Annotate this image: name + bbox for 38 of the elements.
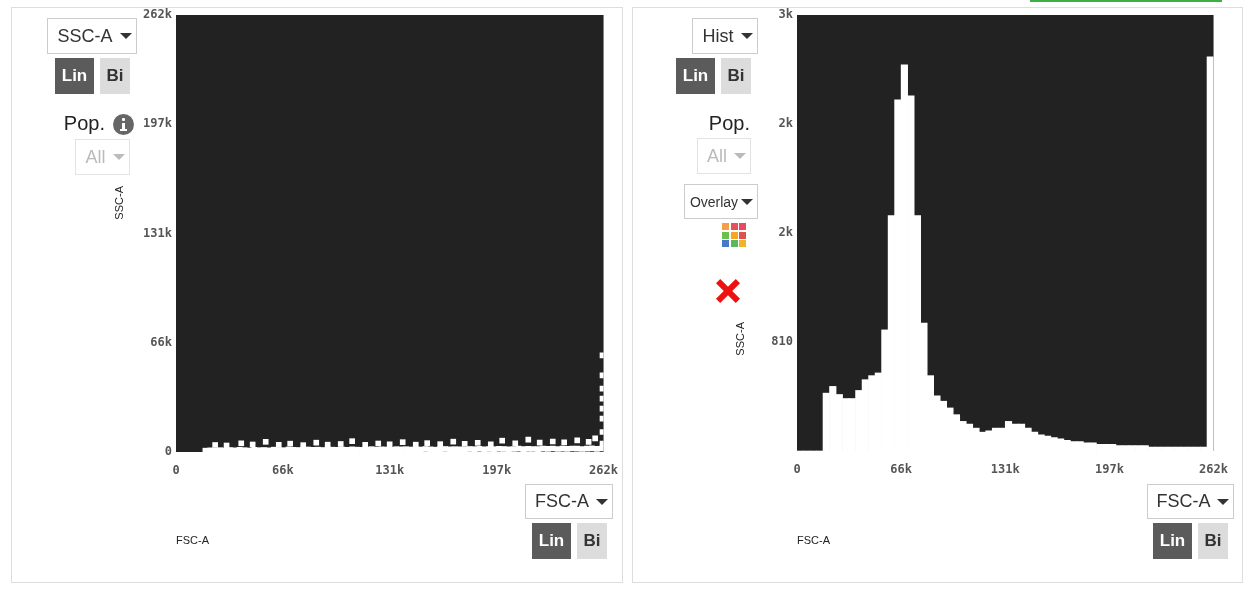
toggle-button: Bi xyxy=(1198,523,1228,559)
y-tick-label: 66k xyxy=(150,334,173,349)
toggle-button: Lin xyxy=(55,58,94,94)
y-tick-label: 131k xyxy=(143,225,173,240)
dropdown: Hist xyxy=(692,18,758,54)
y-tick-label: 0 xyxy=(164,444,172,459)
y-tick-label: 262k xyxy=(143,7,173,22)
toggle-button: Bi xyxy=(721,58,751,94)
y-tick-label: 2k xyxy=(778,225,794,240)
toggle-button: Bi xyxy=(577,523,607,559)
x-tick-label: 262k xyxy=(589,463,619,478)
dropdown: SSC-A xyxy=(47,18,137,54)
toggle-button: Lin xyxy=(1153,523,1192,559)
toggle-button: Bi xyxy=(100,58,130,94)
dropdown: FSC-A xyxy=(1147,484,1234,519)
text: Pop. xyxy=(63,111,105,135)
dropdown: Overlay xyxy=(684,184,758,219)
x-axis-title: FSC-A xyxy=(176,534,209,547)
y-tick-label: 810 xyxy=(771,334,793,349)
x-axis-title: FSC-A xyxy=(797,534,830,547)
x-tick-label: 66k xyxy=(272,463,295,478)
y-axis-title: SSC-A xyxy=(734,322,746,356)
toggle-button: Lin xyxy=(676,58,715,94)
y-axis-title: SSC-A xyxy=(113,186,125,220)
dropdown: All xyxy=(75,139,130,175)
dropdown: All xyxy=(697,138,751,174)
toggle-button: Lin xyxy=(532,523,571,559)
y-tick-label: 197k xyxy=(143,116,173,131)
x-tick-label: 66k xyxy=(890,462,913,477)
x-tick-label: 131k xyxy=(375,463,405,478)
x-tick-label: 262k xyxy=(1199,462,1229,477)
dropdown: FSC-A xyxy=(525,484,613,519)
y-tick-label: 2k xyxy=(778,116,794,131)
x-tick-label: 197k xyxy=(1094,462,1125,477)
x-tick-label: 197k xyxy=(482,463,512,478)
text: Pop. xyxy=(708,111,750,135)
y-tick-label: 3k xyxy=(778,7,794,22)
x-tick-label: 131k xyxy=(990,462,1021,477)
